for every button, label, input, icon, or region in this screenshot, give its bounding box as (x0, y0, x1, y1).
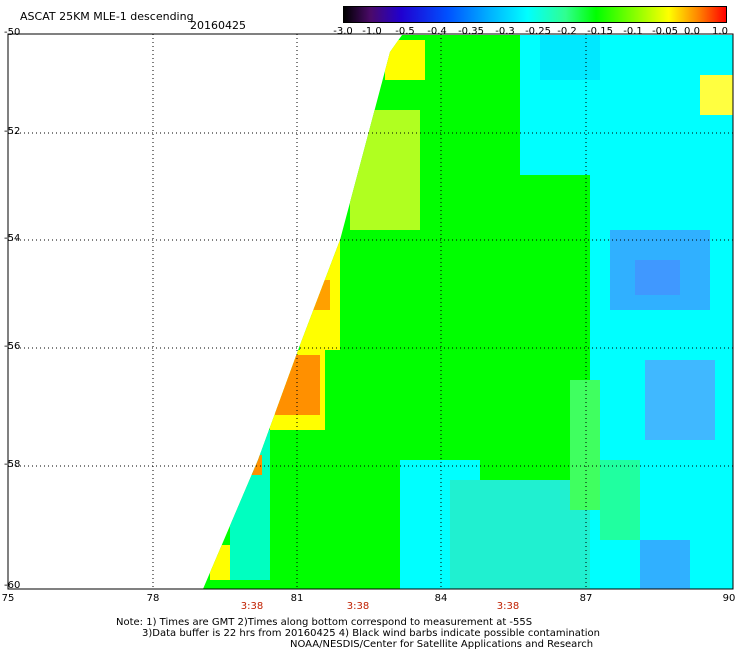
field-cyan-top (540, 35, 600, 80)
colorbar-tick: -0.1 (623, 26, 643, 37)
field-cyan-south-2 (450, 480, 590, 589)
field-blue-patch-3 (645, 360, 715, 440)
map-frame (7, 33, 734, 590)
field-yellow-ne (700, 75, 733, 115)
y-tick-label: -54 (4, 233, 21, 244)
grid-lines (8, 34, 733, 589)
colorbar (343, 6, 727, 23)
y-tick-label: -56 (4, 341, 21, 352)
y-tick-label: -58 (4, 459, 21, 470)
x-tick-label: 78 (146, 593, 160, 604)
colorbar-tick: -0.15 (587, 26, 613, 37)
time-label: 3:38 (496, 601, 520, 612)
note-line-2: 3)Data buffer is 22 hrs from 20160425 4)… (142, 628, 600, 639)
colorbar-tick: -0.3 (495, 26, 515, 37)
colorbar-tick: -1.0 (362, 26, 382, 37)
product-date: 20160425 (190, 19, 246, 32)
time-label: 3:38 (240, 601, 264, 612)
colorbar-tick: -3.0 (333, 26, 353, 37)
x-tick-label: 81 (290, 593, 304, 604)
field-orange-1 (300, 280, 330, 310)
y-tick-label: -50 (4, 27, 21, 38)
field-green-band-2 (600, 460, 640, 540)
product-title: ASCAT 25KM MLE-1 descending (20, 10, 194, 23)
y-tick-label: -52 (4, 126, 21, 137)
x-tick-label: 87 (579, 593, 593, 604)
field-blue-patch-4 (640, 540, 690, 589)
x-tick-label: 90 (722, 593, 736, 604)
colorbar-tick: -0.25 (525, 26, 551, 37)
field-blue-patch-2 (635, 260, 680, 295)
field-yellow-sw (210, 545, 230, 580)
note-line-1: Note: 1) Times are GMT 2)Times along bot… (116, 617, 533, 628)
field-green-band (570, 380, 600, 510)
field-orange-3 (250, 455, 262, 475)
field-yellowgreen-north (350, 110, 420, 230)
colorbar-tick: 0.0 (684, 26, 700, 37)
y-tick-label: -60 (4, 580, 21, 591)
colorbar-tick: -0.2 (557, 26, 577, 37)
wind-field (203, 35, 733, 589)
colorbar-tick: 1.0 (712, 26, 728, 37)
field-cyan-west (230, 430, 270, 580)
x-tick-label: 75 (1, 593, 15, 604)
time-label: 3:38 (346, 601, 370, 612)
colorbar-tick: -0.5 (395, 26, 415, 37)
map-grid (7, 33, 734, 590)
note-line-3: NOAA/NESDIS/Center for Satellite Applica… (290, 639, 594, 650)
colorbar-tick: -0.4 (427, 26, 447, 37)
colorbar-tick: -0.05 (652, 26, 678, 37)
colorbar-tick: -0.35 (458, 26, 484, 37)
field-yellow-nw (385, 40, 425, 80)
x-tick-label: 84 (434, 593, 448, 604)
